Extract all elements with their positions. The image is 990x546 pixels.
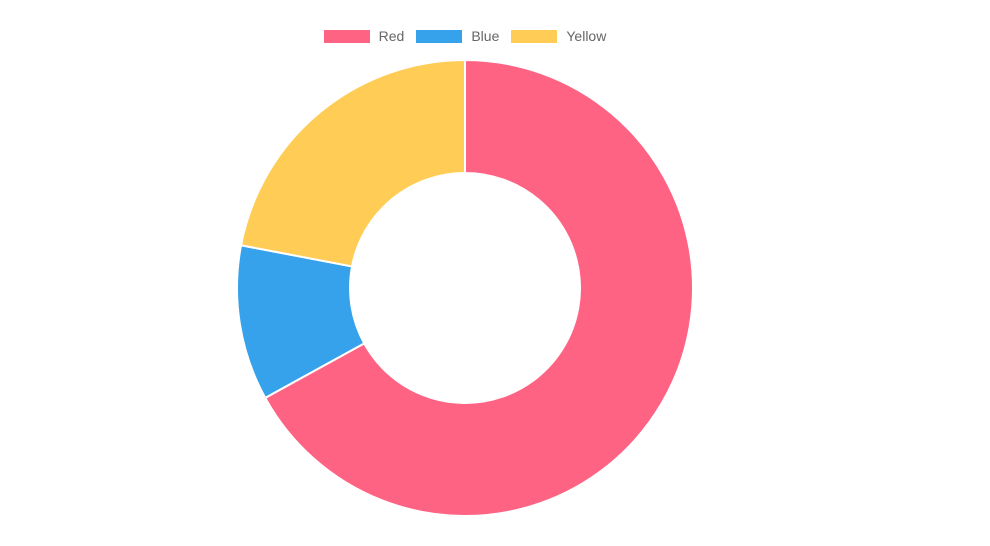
legend-label-yellow: Yellow <box>566 28 607 44</box>
legend-item-red[interactable]: Red <box>323 28 405 44</box>
legend-swatch-blue <box>416 29 463 43</box>
legend-label-blue: Blue <box>471 28 500 44</box>
legend-swatch-yellow <box>511 29 558 43</box>
legend-label-red: Red <box>378 28 405 44</box>
legend-item-blue[interactable]: Blue <box>416 28 499 44</box>
chart-legend: Red Blue Yellow <box>0 28 930 44</box>
legend-swatch-red <box>323 29 370 43</box>
slice-red[interactable] <box>263 58 694 517</box>
slice-yellow[interactable] <box>239 58 466 268</box>
legend-item-yellow[interactable]: Yellow <box>511 28 606 44</box>
